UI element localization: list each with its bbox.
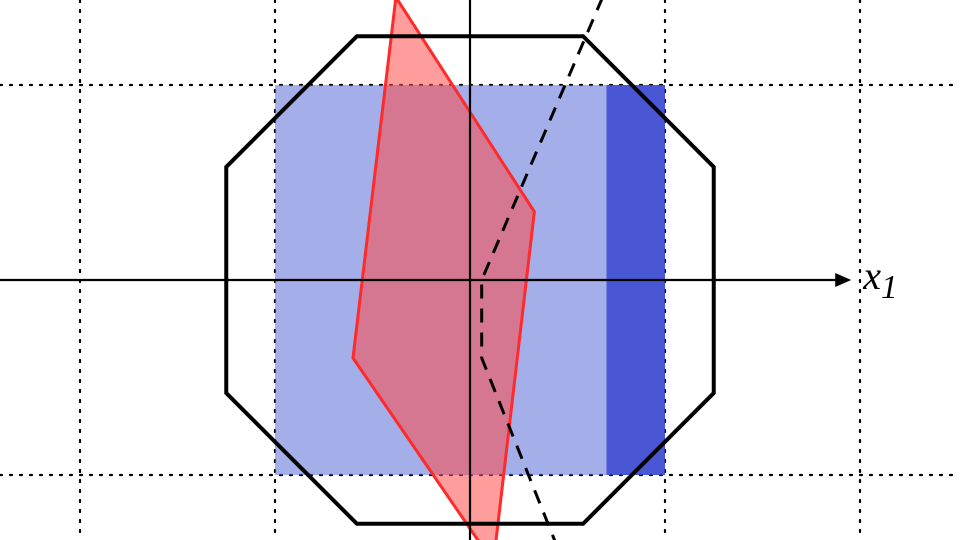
x-axis-label-var: x — [863, 253, 881, 298]
diagram-svg — [0, 0, 960, 540]
x-axis-label-sub: 1 — [881, 269, 898, 306]
x-axis-label: x1 — [863, 252, 897, 307]
x-axis-arrow-icon — [835, 273, 851, 287]
diagram-stage: x1 — [0, 0, 960, 540]
